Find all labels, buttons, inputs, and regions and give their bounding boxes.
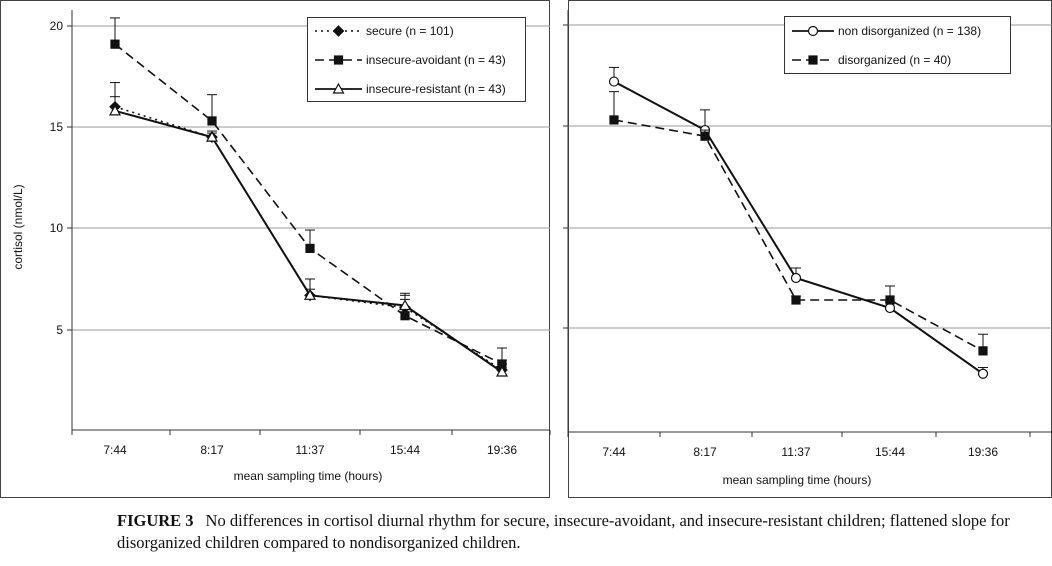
- legend-marker: [332, 25, 345, 37]
- x-tick-label: 8:17: [200, 443, 224, 457]
- x-tick-label: 11:37: [295, 443, 324, 457]
- x-tick-label: 8:17: [693, 445, 717, 459]
- caption-label: FIGURE 3: [117, 511, 194, 530]
- data-point: [305, 243, 315, 253]
- x-tick-label: 7:44: [602, 445, 626, 459]
- right-legend: non disorganized (n = 138) disorganized …: [784, 16, 1011, 74]
- legend-entry-insecure-avoidant: insecure-avoidant (n = 43): [315, 53, 506, 67]
- legend-label-non-disorganized: non disorganized (n = 138): [838, 24, 981, 38]
- y-tick-label: 5: [56, 323, 63, 337]
- y-tick-label: 20: [50, 19, 64, 33]
- legend-marker: [807, 25, 819, 37]
- y-tick-label: 10: [50, 221, 64, 235]
- data-point: [791, 295, 801, 305]
- data-point: [495, 365, 509, 377]
- series-0: [608, 66, 989, 379]
- x-tick-label: 7:44: [103, 443, 127, 457]
- series-1: [609, 91, 988, 356]
- data-point: [110, 39, 120, 49]
- series-2: [108, 96, 509, 377]
- data-point: [700, 131, 710, 141]
- right-x-axis-label: mean sampling time (hours): [723, 473, 872, 487]
- series-line: [613, 119, 984, 352]
- legend-entry-insecure-resistant: insecure-resistant (n = 43): [315, 82, 506, 96]
- left-panel-border: [0, 0, 550, 498]
- legend-marker: [333, 55, 344, 65]
- x-tick-label: 15:44: [390, 443, 420, 457]
- x-tick-label: 11:37: [781, 445, 810, 459]
- data-point: [978, 346, 988, 356]
- x-tick-label: 19:36: [487, 443, 517, 457]
- right-legend-box: [784, 16, 1011, 74]
- y-axis-label: cortisol (nmol/L): [11, 184, 25, 269]
- legend-marker: [332, 82, 345, 94]
- left-legend: secure (n = 101) insecure-avoidant (n = …: [307, 17, 526, 102]
- data-point: [303, 289, 317, 300]
- left-chart-panel: 5 10 15 20 7:44 8:17 11:37 15:44 19:36: [50, 10, 551, 457]
- left-x-axis-label: mean sampling time (hours): [234, 469, 383, 483]
- y-tick-label: 15: [50, 120, 64, 134]
- data-point: [398, 299, 412, 311]
- right-panel-border: [568, 0, 1052, 498]
- figure-caption: FIGURE 3 No differences in cortisol diurn…: [117, 510, 1017, 554]
- data-point: [790, 272, 802, 284]
- legend-entry-non-disorganized: non disorganized (n = 138): [792, 24, 981, 38]
- data-point: [608, 76, 620, 87]
- legend-label-disorganized: disorganized (n = 40): [838, 53, 951, 67]
- data-point: [609, 115, 619, 125]
- legend-label-secure: secure (n = 101): [366, 24, 454, 38]
- legend-entry-secure: secure (n = 101): [315, 24, 454, 38]
- series-line: [114, 109, 503, 373]
- x-tick-label: 19:36: [968, 445, 998, 459]
- data-point: [977, 368, 989, 379]
- legend-marker: [808, 55, 818, 65]
- data-point: [884, 302, 896, 314]
- data-point: [400, 311, 410, 321]
- legend-label-insecure-avoidant: insecure-avoidant (n = 43): [366, 53, 506, 67]
- data-point: [205, 130, 219, 142]
- data-point: [885, 295, 895, 305]
- x-tick-label: 15:44: [875, 445, 905, 459]
- caption-text: No differences in cortisol diurnal rhyth…: [117, 511, 1010, 552]
- legend-entry-disorganized: disorganized (n = 40): [792, 53, 951, 67]
- series-line: [114, 106, 503, 371]
- legend-label-insecure-resistant: insecure-resistant (n = 43): [366, 82, 506, 96]
- data-point: [207, 116, 217, 126]
- data-point: [108, 104, 122, 116]
- right-chart-panel: 7:44 8:17 11:37 15:44 19:36: [563, 10, 1052, 459]
